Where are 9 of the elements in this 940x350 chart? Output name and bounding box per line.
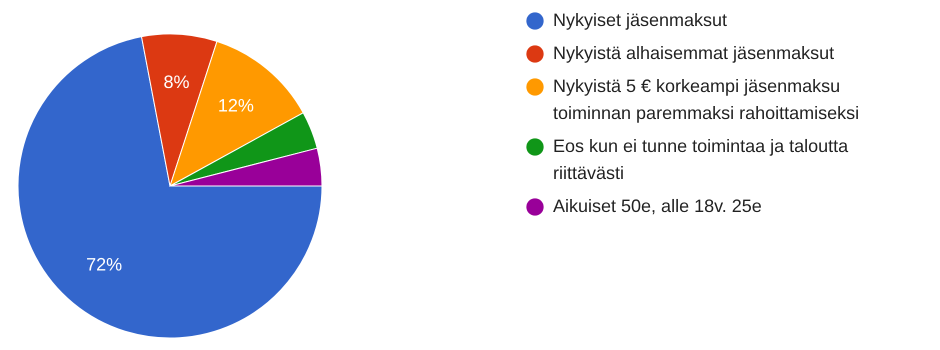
data-label: 72% bbox=[86, 254, 122, 275]
legend-label: Nykyistä 5 € korkeampi jäsenmaksu toiminnan paremmaksi rahoittamiseksi bbox=[553, 76, 860, 123]
legend-label: Aikuiset 50e, alle 18v. 25e bbox=[553, 196, 762, 216]
legend-label: Nykyiset jäsenmaksut bbox=[553, 10, 728, 30]
legend-label: Eos kun ei tunne toimintaa ja taloutta riittävästi bbox=[553, 136, 850, 183]
data-label: 12% bbox=[218, 95, 254, 116]
pie-slice bbox=[18, 36, 322, 338]
data-label: 8% bbox=[163, 72, 190, 92]
legend-label: Nykyistä alhaisemmat jäsenmaksut bbox=[553, 43, 834, 63]
